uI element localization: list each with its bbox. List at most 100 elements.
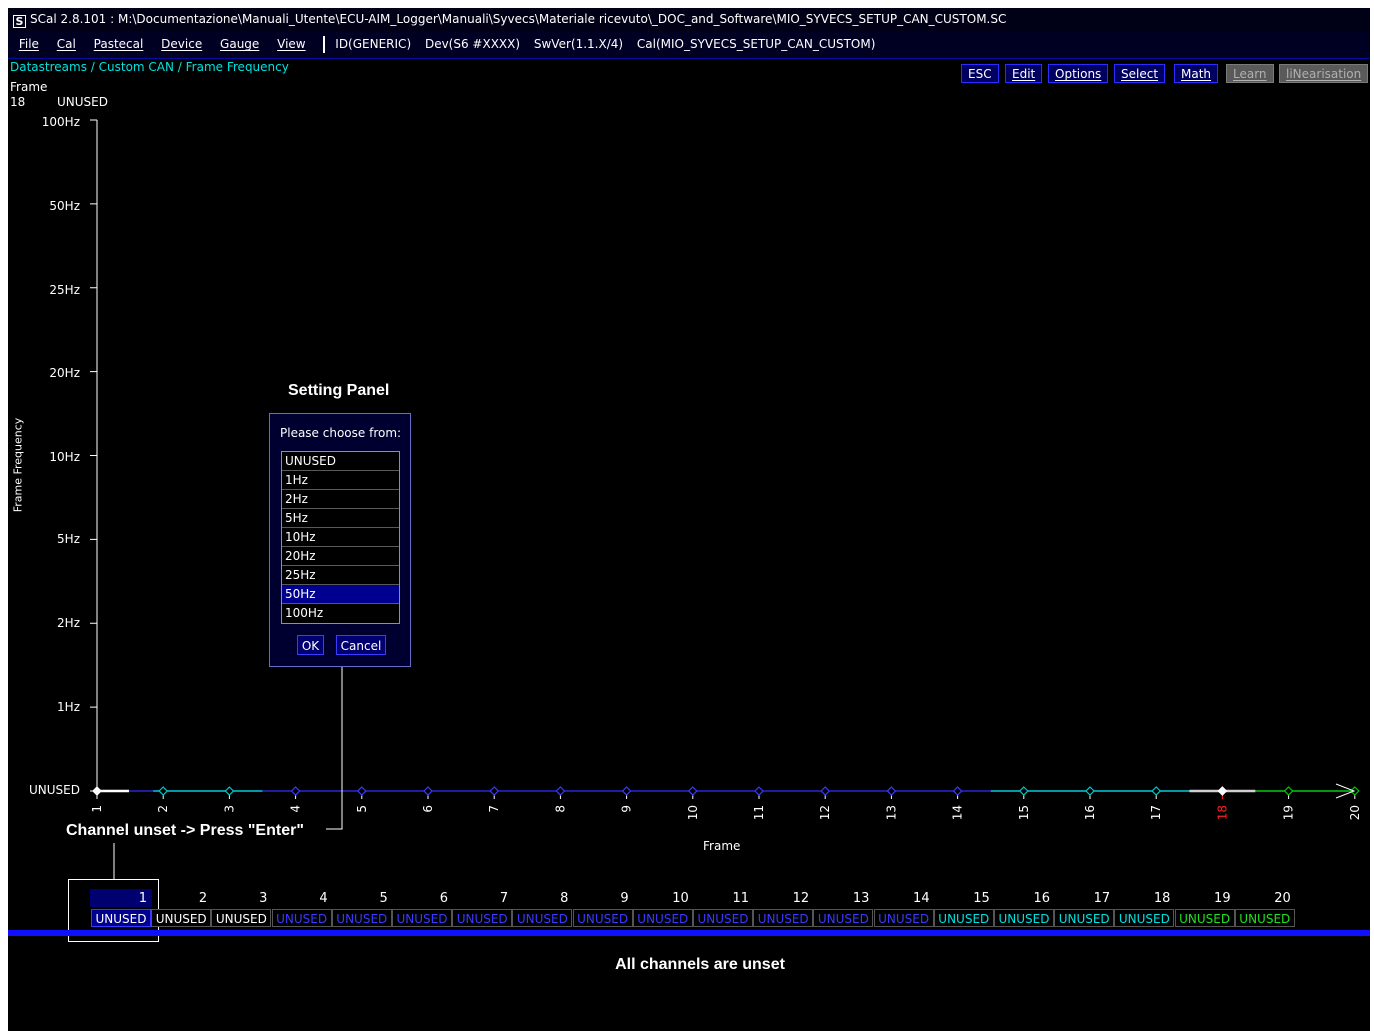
x-tick-label: 4	[289, 805, 303, 813]
menu-pastecal[interactable]: Pastecal	[93, 37, 144, 51]
y-tick-20hz: 20Hz	[49, 366, 80, 380]
edit-button[interactable]: Edit	[1005, 64, 1043, 83]
y-axis-ticks	[90, 119, 97, 792]
linearisation-button[interactable]: liNearisation	[1279, 64, 1369, 83]
frame-label: Frame	[10, 80, 48, 94]
x-axis-ticks: 1 2 3 4 5 6 7 8 9 10 11 12 13 14 15 16 17 18 19 20	[90, 791, 1362, 820]
menu-cal[interactable]: Cal	[56, 37, 76, 51]
channel-value-cell[interactable]: UNUSED	[1174, 909, 1235, 927]
math-button[interactable]: Math	[1174, 64, 1219, 83]
cancel-button[interactable]: Cancel	[336, 635, 386, 655]
breadcrumb: Datastreams / Custom CAN / Frame Frequen…	[10, 60, 289, 74]
frame-value: UNUSED	[57, 95, 108, 109]
channel-value-cell[interactable]: UNUSED	[151, 909, 212, 927]
menu-view[interactable]: View	[277, 37, 306, 51]
series-points	[92, 786, 1360, 796]
channel-number: 14	[913, 891, 930, 906]
channel-number: 17	[1093, 891, 1111, 906]
option-unused[interactable]: UNUSED	[282, 452, 399, 471]
x-tick-label: 10	[686, 805, 700, 820]
menu-separator	[323, 36, 326, 53]
ok-button[interactable]: OK	[297, 635, 324, 655]
data-point	[820, 786, 831, 796]
channel-number: 10	[672, 891, 689, 906]
option-1hz[interactable]: 1Hz	[282, 471, 399, 490]
x-tick-label: 19	[1282, 805, 1296, 820]
x-tick-label: 18	[1215, 805, 1229, 820]
channel-value-cell[interactable]: UNUSED	[994, 909, 1054, 927]
x-tick-label: 7	[487, 805, 501, 813]
channel-value-cell[interactable]: UNUSED	[211, 909, 272, 927]
channel-number: 3	[259, 891, 268, 906]
y-tick-unused: UNUSED	[29, 783, 80, 797]
channel-value-cell[interactable]: UNUSED	[331, 909, 392, 927]
select-button[interactable]: Select	[1114, 64, 1166, 83]
channel-number: 12	[792, 891, 810, 906]
channel-value-cell[interactable]: UNUSED	[1114, 909, 1175, 927]
channel-value-cell[interactable]: UNUSED	[813, 909, 874, 927]
channel-value-cell[interactable]: UNUSED	[753, 909, 814, 927]
x-tick-label: 14	[951, 805, 965, 820]
channel-value-cell[interactable]: UNUSED	[1234, 909, 1295, 927]
menu-gauge[interactable]: Gauge	[220, 37, 260, 51]
data-point	[290, 786, 301, 796]
panel-prompt: Please choose from:	[280, 426, 402, 440]
data-point	[555, 786, 566, 796]
data-point	[1151, 786, 1162, 796]
data-point	[158, 786, 169, 796]
options-button[interactable]: Options	[1048, 64, 1109, 83]
data-point	[224, 786, 235, 796]
x-tick-label: 11	[752, 805, 766, 820]
edit-button-label: Edit	[1012, 67, 1036, 81]
data-point	[489, 786, 500, 796]
channel-value-cell[interactable]: UNUSED	[91, 909, 151, 927]
option-100hz[interactable]: 100Hz	[285, 606, 324, 620]
y-tick-1hz: 1Hz	[57, 700, 80, 714]
menu-file[interactable]: File	[18, 37, 39, 51]
y-tick-100hz: 100Hz	[41, 115, 80, 129]
channel-value-cell[interactable]: UNUSED	[632, 909, 693, 927]
x-tick-label: 3	[222, 805, 236, 813]
option-20hz[interactable]: 20Hz	[282, 547, 399, 566]
channel-value-cell[interactable]: UNUSED	[873, 909, 934, 927]
option-2hz[interactable]: 2Hz	[282, 490, 399, 509]
channel-number: 6	[439, 891, 448, 906]
channel-number: 2	[198, 891, 208, 906]
channel-number: 20	[1274, 891, 1291, 906]
learn-button[interactable]: Learn	[1226, 64, 1274, 83]
x-tick-label: 1	[90, 805, 104, 813]
channel-value-cell[interactable]: UNUSED	[933, 909, 994, 927]
data-point	[356, 786, 367, 796]
channel-value-cell[interactable]: UNUSED	[1054, 909, 1115, 927]
frame-frequency-chart[interactable]: 1 2 3 4 5 6 7 8 9 10 11 12 13 14 15 16 17 18 19 20	[8, 8, 1370, 1031]
data-point	[687, 786, 698, 796]
data-point	[621, 786, 632, 796]
scal-window: S SCal 2.8.101 : M:\Documentazione\Manual…	[8, 8, 1370, 1031]
channel-number: 15	[973, 891, 990, 906]
learn-button-label: Learn	[1233, 67, 1267, 81]
option-25hz[interactable]: 25Hz	[282, 566, 399, 585]
x-tick-label: 16	[1083, 805, 1097, 820]
divider	[8, 930, 1370, 936]
x-tick-label: 15	[1017, 805, 1031, 820]
channel-value-cell[interactable]: UNUSED	[271, 909, 332, 927]
x-tick-label: 13	[884, 805, 898, 820]
option-5hz[interactable]: 5Hz	[282, 509, 399, 528]
channel-number: 7	[499, 891, 509, 906]
window-title: SCal 2.8.101 : M:\Documentazione\Manuali…	[30, 12, 1007, 26]
channel-value-cell[interactable]: UNUSED	[452, 909, 513, 927]
status-id: ID(GENERIC)	[335, 37, 412, 51]
channel-value-cell[interactable]: UNUSED	[693, 909, 753, 927]
esc-button[interactable]: ESC	[961, 64, 999, 83]
data-point	[886, 786, 897, 796]
status-cal: Cal(MIO_SYVECS_SETUP_CAN_CUSTOM)	[636, 37, 876, 51]
channel-value-cell[interactable]: UNUSED	[512, 909, 573, 927]
channel-number: 16	[1033, 891, 1050, 906]
option-10hz[interactable]: 10Hz	[282, 528, 399, 547]
channel-value-cell[interactable]: UNUSED	[572, 909, 633, 927]
channel-value-cell[interactable]: UNUSED	[392, 909, 452, 927]
channel-number: 8	[560, 891, 569, 906]
option-50hz[interactable]: 50Hz	[282, 585, 399, 604]
data-point	[1085, 786, 1095, 796]
menu-device[interactable]: Device	[161, 37, 203, 51]
